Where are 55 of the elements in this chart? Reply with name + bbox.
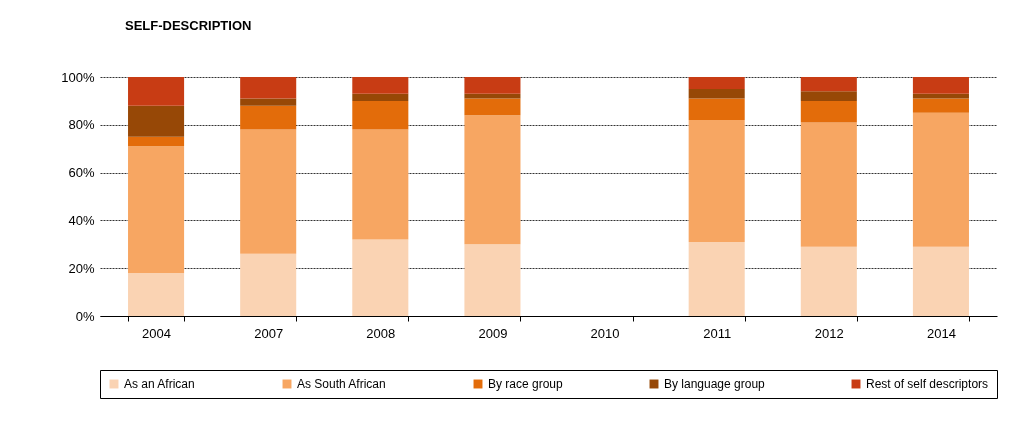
bar <box>688 88 745 99</box>
bar <box>464 115 521 245</box>
bar <box>912 98 969 113</box>
y-tick-label: 80% <box>68 117 95 133</box>
legend-label: As an African <box>124 377 195 391</box>
x-tick-label: 2012 <box>814 325 844 341</box>
y-tick-label: 100% <box>61 69 95 85</box>
bar <box>464 77 521 94</box>
bar <box>688 98 745 121</box>
y-tick-label: 60% <box>68 165 95 181</box>
bar <box>800 246 857 316</box>
bar <box>688 77 745 89</box>
bar <box>240 105 297 130</box>
bar <box>912 246 969 316</box>
bar <box>688 241 745 316</box>
y-tick-label: 0% <box>75 308 95 324</box>
legend-label: As South African <box>297 377 386 391</box>
bar <box>128 136 185 147</box>
bar <box>912 93 969 99</box>
bar <box>352 239 409 316</box>
x-tick-label: 2014 <box>926 325 956 341</box>
bar <box>352 77 409 94</box>
x-tick-label: 2004 <box>142 325 172 341</box>
x-tick-label: 2008 <box>366 325 396 341</box>
bar <box>464 93 521 99</box>
bar <box>240 253 297 316</box>
bar <box>912 112 969 247</box>
bar <box>800 100 857 123</box>
bar <box>128 272 185 316</box>
bar <box>128 146 185 273</box>
bar <box>352 93 409 101</box>
chart-title: SELF-DESCRIPTION <box>125 18 252 33</box>
bar <box>352 100 409 130</box>
y-tick-label: 20% <box>68 260 95 276</box>
bar <box>128 105 185 137</box>
bar <box>800 91 857 101</box>
legend-label: Rest of self descriptors <box>866 377 989 391</box>
x-tick-label: 2010 <box>590 325 620 341</box>
bar <box>688 120 745 242</box>
legend-label: By race group <box>488 377 564 391</box>
bar <box>240 98 297 106</box>
bar <box>800 122 857 247</box>
bar <box>352 129 409 240</box>
x-tick-label: 2007 <box>254 325 284 341</box>
bar <box>128 77 185 106</box>
x-tick-label: 2009 <box>478 325 508 341</box>
bar <box>464 244 521 316</box>
legend-label: By language group <box>664 377 766 391</box>
bar <box>800 77 857 92</box>
bar <box>912 77 969 94</box>
x-tick-label: 2011 <box>703 325 732 341</box>
y-tick-label: 40% <box>68 212 95 228</box>
bar <box>464 98 521 116</box>
bar <box>240 129 297 254</box>
bar <box>240 77 297 99</box>
